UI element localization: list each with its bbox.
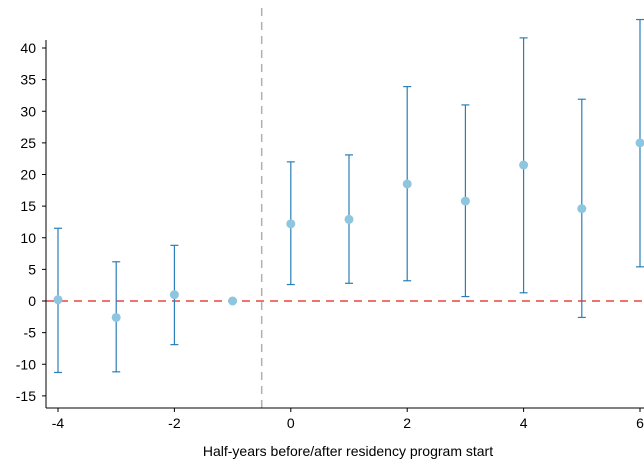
point-estimate [111, 312, 121, 322]
x-tick-label: -4 [52, 415, 65, 431]
point-estimate [635, 138, 644, 148]
y-tick-label: 30 [20, 103, 36, 119]
point-estimate [169, 290, 179, 300]
x-tick-label: 4 [520, 415, 528, 431]
y-tick-label: 40 [20, 40, 36, 56]
axes [42, 40, 644, 412]
y-tick-label: 5 [28, 261, 36, 277]
point-estimate [577, 204, 587, 214]
y-tick-label: 10 [20, 230, 36, 246]
x-tick-label: 2 [403, 415, 411, 431]
y-tick-label: -10 [16, 356, 36, 372]
reference-lines [46, 8, 644, 408]
point-estimate [286, 219, 296, 229]
y-tick-label: -5 [24, 325, 37, 341]
y-tick-label: 15 [20, 198, 36, 214]
x-tick-label: 6 [636, 415, 644, 431]
y-tick-label: 0 [28, 293, 36, 309]
x-tick-label: 0 [287, 415, 295, 431]
y-tick-label: -15 [16, 388, 36, 404]
point-estimate [228, 296, 238, 306]
x-axis-title: Half-years before/after residency progra… [203, 443, 493, 459]
tick-labels: -15 -10 -5 0 5 10 15 20 25 30 35 40 -4 -2 0 2 4 6 [16, 40, 644, 431]
point-estimate [460, 196, 470, 206]
point-estimate [344, 214, 354, 224]
point-estimates [53, 138, 644, 322]
y-tick-label: 25 [20, 135, 36, 151]
confidence-intervals [54, 18, 644, 374]
x-tick-label: -2 [168, 415, 181, 431]
y-tick-label: 35 [20, 72, 36, 88]
point-estimate [519, 160, 529, 170]
y-tick-label: 20 [20, 167, 36, 183]
point-estimate [53, 295, 63, 305]
point-estimate [402, 179, 412, 189]
